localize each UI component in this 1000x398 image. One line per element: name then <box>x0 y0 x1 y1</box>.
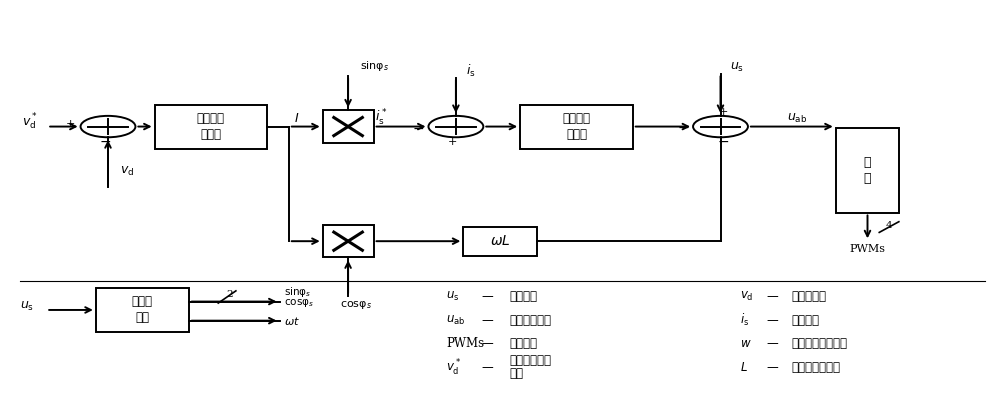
Text: PWMs: PWMs <box>446 338 484 351</box>
Text: 交流电压: 交流电压 <box>510 290 538 303</box>
Text: −: − <box>99 135 111 149</box>
Text: +: + <box>719 107 728 117</box>
Text: 调
制: 调 制 <box>864 156 871 185</box>
Text: −: − <box>413 122 424 136</box>
Text: $u_{\rm s}$: $u_{\rm s}$ <box>446 290 459 303</box>
Bar <box>463 227 537 256</box>
Text: 定值: 定值 <box>510 367 524 380</box>
Text: —: — <box>481 338 493 351</box>
Text: 4: 4 <box>886 221 892 230</box>
Text: $\omega L$: $\omega L$ <box>490 234 510 248</box>
Text: $\omega t$: $\omega t$ <box>284 315 300 327</box>
Text: $i_{\rm s}$: $i_{\rm s}$ <box>740 312 749 328</box>
Bar <box>155 105 267 148</box>
Text: 单相锁
相环: 单相锁 相环 <box>132 295 153 324</box>
Text: $\rm cos\varphi_{\it s}$: $\rm cos\varphi_{\it s}$ <box>340 299 372 311</box>
Text: +: + <box>447 137 457 147</box>
Text: $v_{\rm d}$: $v_{\rm d}$ <box>740 290 754 303</box>
Text: $v_{\rm d}^*$: $v_{\rm d}^*$ <box>22 112 38 132</box>
Text: $\rm sin\varphi_{\it s}$: $\rm sin\varphi_{\it s}$ <box>360 59 389 73</box>
Text: 2: 2 <box>227 290 233 299</box>
Text: $u_{\rm s}$: $u_{\rm s}$ <box>20 300 34 314</box>
Text: +: + <box>66 119 75 129</box>
Text: 直流侧电压给: 直流侧电压给 <box>510 354 552 367</box>
Text: $u_{\rm ab}$: $u_{\rm ab}$ <box>446 314 465 327</box>
Text: —: — <box>767 361 778 374</box>
Text: 比例微分
控制器: 比例微分 控制器 <box>197 112 225 141</box>
Text: $\rm sin\varphi_{\it s}$: $\rm sin\varphi_{\it s}$ <box>284 285 312 299</box>
Text: $v_{\rm d}$: $v_{\rm d}$ <box>120 165 134 178</box>
Bar <box>323 110 374 143</box>
Circle shape <box>428 116 483 137</box>
Text: −: − <box>677 121 689 135</box>
Text: PWMs: PWMs <box>850 244 886 254</box>
Text: −: − <box>718 135 729 149</box>
Circle shape <box>81 116 135 137</box>
Text: —: — <box>767 338 778 351</box>
Text: $w$: $w$ <box>740 338 752 351</box>
Text: $v_{\rm d}^*$: $v_{\rm d}^*$ <box>446 357 461 378</box>
Text: 交流电流: 交流电流 <box>791 314 819 327</box>
Text: $L$: $L$ <box>740 361 748 374</box>
Text: $u_{\rm ab}$: $u_{\rm ab}$ <box>787 111 807 125</box>
Text: 交流侧电压角频率: 交流侧电压角频率 <box>791 338 847 351</box>
Text: $I$: $I$ <box>294 112 299 125</box>
Text: 交流侧连接电抗: 交流侧连接电抗 <box>791 361 840 374</box>
Text: $\rm cos\varphi_{\it s}$: $\rm cos\varphi_{\it s}$ <box>284 297 314 310</box>
Text: —: — <box>481 290 493 303</box>
Text: $i_{\rm s}^*$: $i_{\rm s}^*$ <box>375 108 387 128</box>
Circle shape <box>693 116 748 137</box>
Bar <box>520 105 633 148</box>
Text: $u_{\rm s}$: $u_{\rm s}$ <box>730 60 744 74</box>
Text: —: — <box>481 361 493 374</box>
Text: —: — <box>767 314 778 327</box>
Bar <box>96 288 189 332</box>
Text: $i_{\rm s}$: $i_{\rm s}$ <box>466 63 475 79</box>
Text: 直流侧电压: 直流侧电压 <box>791 290 826 303</box>
Bar <box>836 129 899 213</box>
Text: —: — <box>767 290 778 303</box>
Text: 比例微分
控制器: 比例微分 控制器 <box>562 112 590 141</box>
Bar <box>323 225 374 258</box>
Text: —: — <box>481 314 493 327</box>
Text: 交流端口电压: 交流端口电压 <box>510 314 552 327</box>
Text: 开关信号: 开关信号 <box>510 338 538 351</box>
